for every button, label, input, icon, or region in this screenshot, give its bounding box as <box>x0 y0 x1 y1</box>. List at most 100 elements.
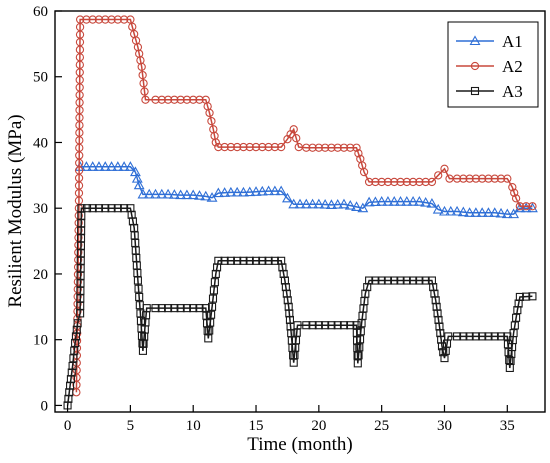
point-A2-75 <box>182 95 192 104</box>
point-A3-140 <box>377 276 386 285</box>
point-A3-65 <box>176 304 185 313</box>
point-A3-130 <box>356 335 365 344</box>
point-A1-27 <box>231 186 243 197</box>
x-tick-label-0: 0 <box>64 418 72 434</box>
point-A1-1 <box>80 161 92 171</box>
point-A2-68 <box>140 87 149 96</box>
point-A3-141 <box>383 276 392 285</box>
point-A3-159 <box>439 348 448 357</box>
y-tick-label-2: 20 <box>33 267 48 283</box>
point-A1-48 <box>363 196 375 207</box>
point-A3-117 <box>321 321 330 330</box>
point-A3-7 <box>69 354 78 363</box>
x-tick-label-4: 20 <box>311 418 326 434</box>
point-A2-119 <box>396 177 405 187</box>
point-A3-169 <box>484 332 493 341</box>
point-A1-61 <box>445 205 457 216</box>
x-tick-label-5: 25 <box>374 418 389 434</box>
point-A3-91 <box>264 256 273 265</box>
point-A1-24 <box>212 187 224 198</box>
point-A2-71 <box>157 95 166 104</box>
point-A3-186 <box>515 292 524 302</box>
series-A3 <box>63 204 537 410</box>
point-A2-88 <box>233 142 242 152</box>
legend-box <box>447 21 539 108</box>
point-A2-76 <box>189 95 198 104</box>
point-A1-42 <box>325 199 337 209</box>
point-A2-94 <box>270 142 280 152</box>
point-A2-70 <box>151 95 160 104</box>
point-A3-175 <box>505 356 514 365</box>
point-A1-33 <box>269 185 281 196</box>
point-A3-87 <box>239 256 248 265</box>
point-A2-129 <box>459 174 468 183</box>
point-A2-72 <box>163 95 173 104</box>
legend-label-A1: A1 <box>502 32 523 51</box>
point-A2-117 <box>383 177 393 187</box>
point-A1-30 <box>250 186 262 196</box>
point-A1-19 <box>181 189 193 200</box>
point-A2-89 <box>239 142 248 152</box>
point-A1-11 <box>133 179 145 190</box>
point-A3-66 <box>182 304 191 313</box>
point-A1-16 <box>162 188 174 199</box>
point-A1-58 <box>426 197 438 208</box>
series-line-A1 <box>80 166 533 215</box>
point-A1-47 <box>357 202 369 213</box>
point-A2-104 <box>320 143 330 152</box>
point-A3-33 <box>113 204 122 213</box>
point-A3-30 <box>94 204 104 213</box>
point-A2-90 <box>245 142 254 152</box>
point-A2-84 <box>211 138 220 147</box>
point-A2-124 <box>427 177 437 187</box>
point-A3-168 <box>478 332 487 341</box>
point-A3-45 <box>133 276 142 285</box>
point-A1-10 <box>131 173 143 183</box>
point-A1-56 <box>413 196 425 206</box>
point-A2-57 <box>119 15 129 24</box>
y-tick-label-1: 10 <box>33 333 48 349</box>
point-A3-113 <box>293 321 302 330</box>
point-A3-27 <box>77 204 86 213</box>
axis-ticks: 0 5 10 15 20 25 30 35 0 10 20 30 40 50 60 <box>33 4 515 434</box>
point-A1-34 <box>275 185 287 196</box>
point-A1-72 <box>514 202 526 213</box>
point-A3-68 <box>195 304 204 313</box>
point-A3-67 <box>189 304 198 313</box>
point-A1-14 <box>150 188 161 199</box>
point-A3-138 <box>365 276 374 285</box>
point-A1-15 <box>156 188 168 199</box>
point-A3-183 <box>512 313 521 322</box>
point-A1-40 <box>313 198 325 209</box>
point-A1-41 <box>319 198 331 209</box>
point-A1-68 <box>489 207 501 217</box>
point-A1-74 <box>526 202 538 213</box>
point-A2-126 <box>440 164 449 173</box>
point-A1-26 <box>225 186 237 197</box>
x-tick-label-2: 10 <box>186 418 201 434</box>
point-A1-21 <box>194 190 205 200</box>
point-A3-89 <box>251 256 261 265</box>
point-A3-6 <box>68 361 77 371</box>
point-A3-121 <box>346 321 355 330</box>
point-A3-78 <box>208 294 218 303</box>
point-A1-37 <box>294 198 306 209</box>
point-A2-115 <box>371 177 380 187</box>
point-A2-69 <box>141 95 150 104</box>
point-A3-47 <box>135 292 144 302</box>
point-A1-17 <box>168 189 180 199</box>
point-A2-114 <box>364 177 374 187</box>
point-A2-87 <box>226 142 236 152</box>
point-A1-6 <box>112 161 124 171</box>
point-A1-3 <box>93 161 105 171</box>
point-A1-52 <box>388 196 400 206</box>
point-A3-80 <box>210 278 219 287</box>
point-A2-101 <box>302 143 311 152</box>
point-A3-163 <box>444 332 453 341</box>
point-A3-12 <box>73 319 82 328</box>
point-A2-133 <box>484 174 493 183</box>
point-A3-146 <box>415 276 424 285</box>
y-tick-label-4: 40 <box>33 135 48 151</box>
point-A2-139 <box>511 194 521 203</box>
point-A1-51 <box>382 196 394 206</box>
